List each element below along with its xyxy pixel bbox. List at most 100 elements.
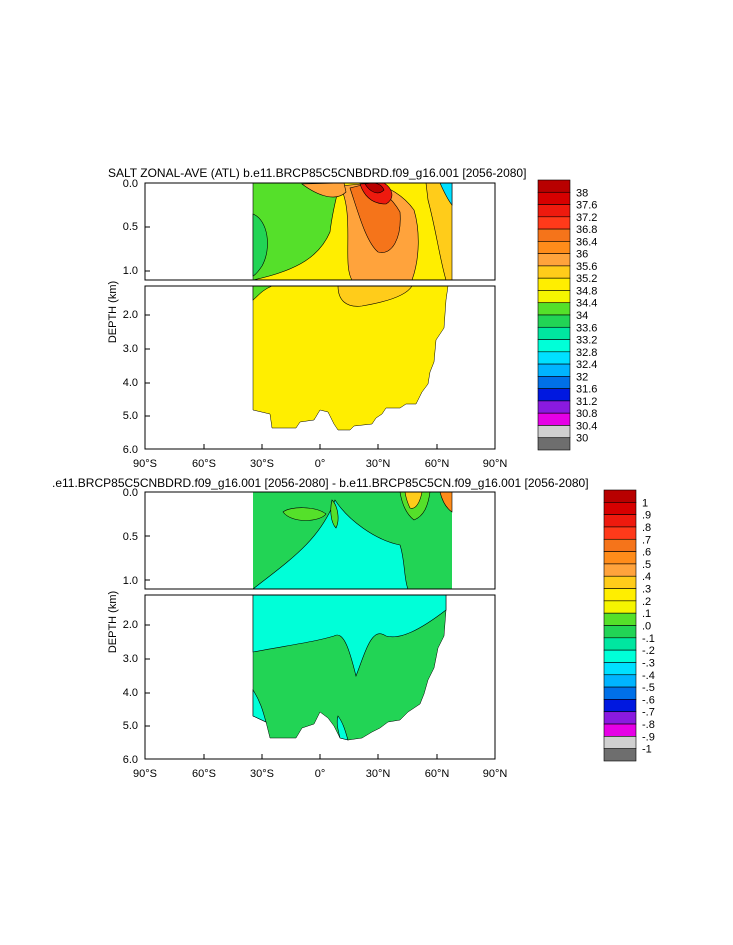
colorbar-swatch — [603, 748, 637, 762]
colorbar-label: -.8 — [642, 719, 655, 731]
difference-upper-field — [252, 491, 453, 590]
colorbar-label: 32 — [576, 371, 588, 383]
colorbar-label: .8 — [642, 522, 651, 534]
colorbar-swatch — [537, 290, 571, 304]
difference-y-tick: 5.0 — [123, 720, 138, 732]
salinity-y-tick: 1.0 — [123, 265, 138, 277]
colorbar-swatch — [603, 625, 637, 639]
colorbar-swatch — [603, 699, 637, 713]
colorbar-swatch — [603, 736, 637, 749]
colorbar-label: 34.8 — [576, 285, 597, 297]
difference-equatorial-positive — [330, 499, 339, 529]
salinity-y-tick: 0.0 — [123, 178, 138, 190]
difference-title: .e11.BRCP85C5CNBDRD.f09_g16.001 [2056-20… — [52, 476, 589, 490]
salinity-upper-field — [252, 182, 453, 281]
colorbar-label: 37.2 — [576, 212, 597, 224]
colorbar-swatch — [603, 723, 637, 737]
colorbar-swatch — [537, 277, 571, 291]
difference-y-tick: 0.0 — [123, 487, 138, 499]
colorbar-label: 36 — [576, 249, 588, 261]
colorbar-label: 33.6 — [576, 322, 597, 334]
salinity-y-tick: 3.0 — [123, 343, 138, 355]
colorbar-swatch — [603, 588, 637, 602]
difference-y-tick: 2.0 — [123, 619, 138, 631]
colorbar-label: -.1 — [642, 633, 655, 645]
difference-y-axis-label: DEPTH (km) — [107, 591, 119, 653]
salinity-x-tick: 30°N — [366, 458, 391, 470]
difference-south-abyssal-negative — [252, 688, 267, 723]
colorbar-label: 33.2 — [576, 335, 597, 347]
colorbar-swatch — [537, 179, 571, 193]
colorbar-swatch — [537, 228, 571, 242]
colorbar-swatch — [537, 400, 571, 414]
salinity-y-tick: 0.5 — [123, 221, 138, 233]
colorbar-swatch — [603, 575, 637, 589]
colorbar-label: -1 — [642, 744, 652, 756]
colorbar-label: 32.4 — [576, 359, 597, 371]
colorbar-label: 1 — [642, 497, 648, 509]
colorbar-swatch — [603, 489, 637, 503]
colorbar-label: 37.6 — [576, 200, 597, 212]
colorbar-swatch — [537, 216, 571, 230]
salinity-deep-water — [252, 285, 449, 431]
colorbar-label: .5 — [642, 559, 651, 571]
colorbar-label: 34 — [576, 310, 588, 322]
colorbar-label: 36.4 — [576, 236, 597, 248]
colorbar-swatch — [603, 686, 637, 700]
colorbar-label: 31.2 — [576, 396, 597, 408]
difference-x-tick: 0° — [315, 768, 326, 780]
colorbar-swatch — [537, 388, 571, 402]
colorbar-swatch — [537, 437, 571, 451]
salinity-x-tick: 0° — [315, 458, 326, 470]
colorbar-swatch — [603, 711, 637, 725]
colorbar-label: 38 — [576, 187, 588, 199]
colorbar-label: -.3 — [642, 657, 655, 669]
salinity-lower-field — [252, 285, 449, 431]
difference-y-tick: 3.0 — [123, 653, 138, 665]
colorbar-label: 32.8 — [576, 347, 597, 359]
colorbar-label: 35.6 — [576, 261, 597, 273]
colorbar-swatch — [537, 265, 571, 279]
colorbar-swatch — [603, 612, 637, 626]
colorbar-label: .9 — [642, 510, 651, 522]
colorbar-swatch — [537, 302, 571, 316]
colorbar-swatch — [537, 351, 571, 365]
colorbar-swatch — [603, 526, 637, 540]
salinity-x-tick: 30°S — [250, 458, 274, 470]
salinity-upper-frame — [144, 182, 496, 281]
salinity-tick-marks — [145, 226, 438, 449]
salinity-y-tick: 5.0 — [123, 410, 138, 422]
colorbar-swatch — [537, 363, 571, 377]
colorbar-label: -.2 — [642, 645, 655, 657]
colorbar-label: -.5 — [642, 682, 655, 694]
colorbar-label: 30.8 — [576, 408, 597, 420]
colorbar-swatch — [603, 551, 637, 565]
colorbar-label: 30 — [576, 433, 588, 445]
colorbar-label: .0 — [642, 621, 651, 633]
difference-y-tick: 1.0 — [123, 575, 138, 587]
colorbar-label: 34.4 — [576, 298, 597, 310]
salinity-y-tick: 4.0 — [123, 377, 138, 389]
colorbar-swatch — [603, 502, 637, 515]
difference-colorbar: 1.9.8.7.6.5.4.3.2.1.0-.1-.2-.3-.4-.5-.6-… — [603, 489, 655, 762]
colorbar-label: .1 — [642, 608, 651, 620]
colorbar-swatch — [537, 191, 571, 205]
colorbar-label: .6 — [642, 547, 651, 559]
colorbar-label: .4 — [642, 571, 651, 583]
difference-y-tick: 6.0 — [123, 754, 138, 766]
colorbar-swatch — [537, 326, 571, 340]
colorbar-swatch — [603, 600, 637, 614]
difference-intermediate-negative — [252, 499, 409, 590]
colorbar-swatch — [603, 649, 637, 663]
difference-x-tick: 60°S — [192, 768, 216, 780]
difference-x-tick: 30°N — [366, 768, 391, 780]
colorbar-label: -.9 — [642, 731, 655, 743]
salinity-y-axis-label: DEPTH (km) — [107, 281, 119, 343]
difference-upper-frame — [144, 491, 496, 590]
difference-x-tick: 90°N — [483, 768, 508, 780]
colorbar-label: 36.8 — [576, 224, 597, 236]
difference-y-tick: 0.5 — [123, 531, 138, 543]
difference-panel: .e11.BRCP85C5CNBDRD.f09_g16.001 [2056-20… — [52, 476, 655, 780]
salinity-colorbar: 3837.637.236.836.43635.635.234.834.43433… — [537, 179, 597, 451]
